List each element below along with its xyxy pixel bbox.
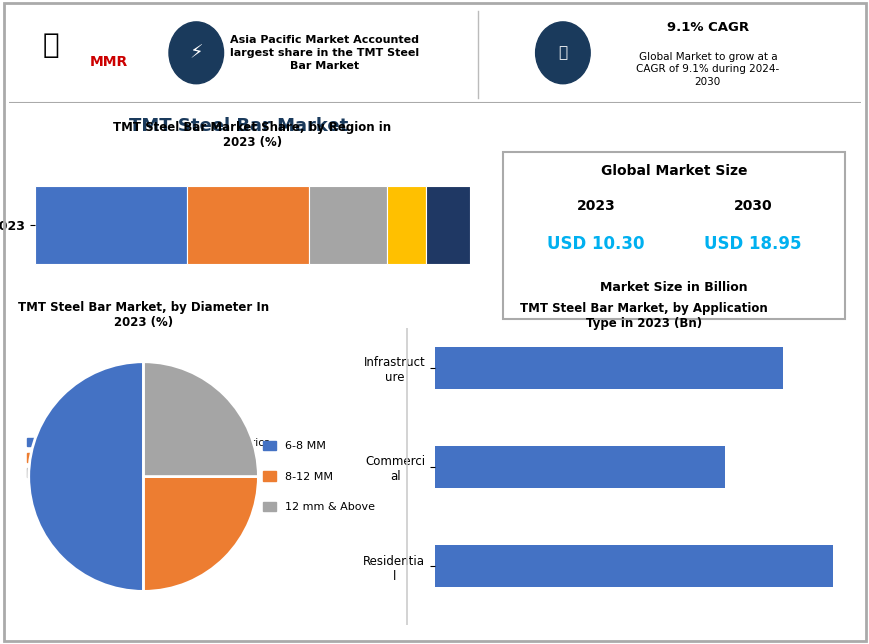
Text: USD 10.30: USD 10.30 <box>547 235 644 252</box>
Circle shape <box>535 22 589 84</box>
Title: TMT Steel Bar Market, by Diameter In
2023 (%): TMT Steel Bar Market, by Diameter In 202… <box>18 301 269 329</box>
Bar <box>387 187 426 264</box>
Text: Market Size in Billion: Market Size in Billion <box>600 281 747 294</box>
Bar <box>434 545 832 587</box>
Wedge shape <box>143 477 258 591</box>
FancyBboxPatch shape <box>502 151 845 319</box>
Title: TMT Steel Bar Market, by Application
Type in 2023 (Bn): TMT Steel Bar Market, by Application Typ… <box>520 301 766 330</box>
Bar <box>308 187 387 264</box>
Legend: North America, Asia-Pacific, Europe, Middle East and Africa, South America: North America, Asia-Pacific, Europe, Mid… <box>23 433 275 482</box>
Text: Asia Pacific Market Accounted
largest share in the TMT Steel
Bar Market: Asia Pacific Market Accounted largest sh… <box>229 35 418 71</box>
Legend: 6-8 MM, 8-12 MM, 12 mm & Above: 6-8 MM, 8-12 MM, 12 mm & Above <box>258 437 379 516</box>
Wedge shape <box>29 362 143 591</box>
Bar <box>434 446 724 488</box>
Text: Global Market Size: Global Market Size <box>600 164 746 178</box>
Bar <box>187 187 308 264</box>
Text: 2030: 2030 <box>733 198 771 213</box>
Text: 🔥: 🔥 <box>558 45 567 61</box>
Circle shape <box>169 22 223 84</box>
Wedge shape <box>143 362 258 477</box>
Text: MMR: MMR <box>90 55 128 70</box>
Text: USD 18.95: USD 18.95 <box>703 235 800 252</box>
Text: TMT Steel Bar Market: TMT Steel Bar Market <box>129 117 348 135</box>
Text: Global Market to grow at a
CAGR of 9.1% during 2024-
2030: Global Market to grow at a CAGR of 9.1% … <box>635 52 779 87</box>
Text: 9.1% CAGR: 9.1% CAGR <box>666 21 748 34</box>
Text: 🌐: 🌐 <box>43 31 60 59</box>
Title: TMT Steel Bar Market Share, by Region in
2023 (%): TMT Steel Bar Market Share, by Region in… <box>113 121 391 149</box>
Bar <box>434 347 782 388</box>
Bar <box>35 187 187 264</box>
Text: ⚡: ⚡ <box>189 43 203 62</box>
Bar <box>426 187 469 264</box>
Text: 2023: 2023 <box>576 198 614 213</box>
